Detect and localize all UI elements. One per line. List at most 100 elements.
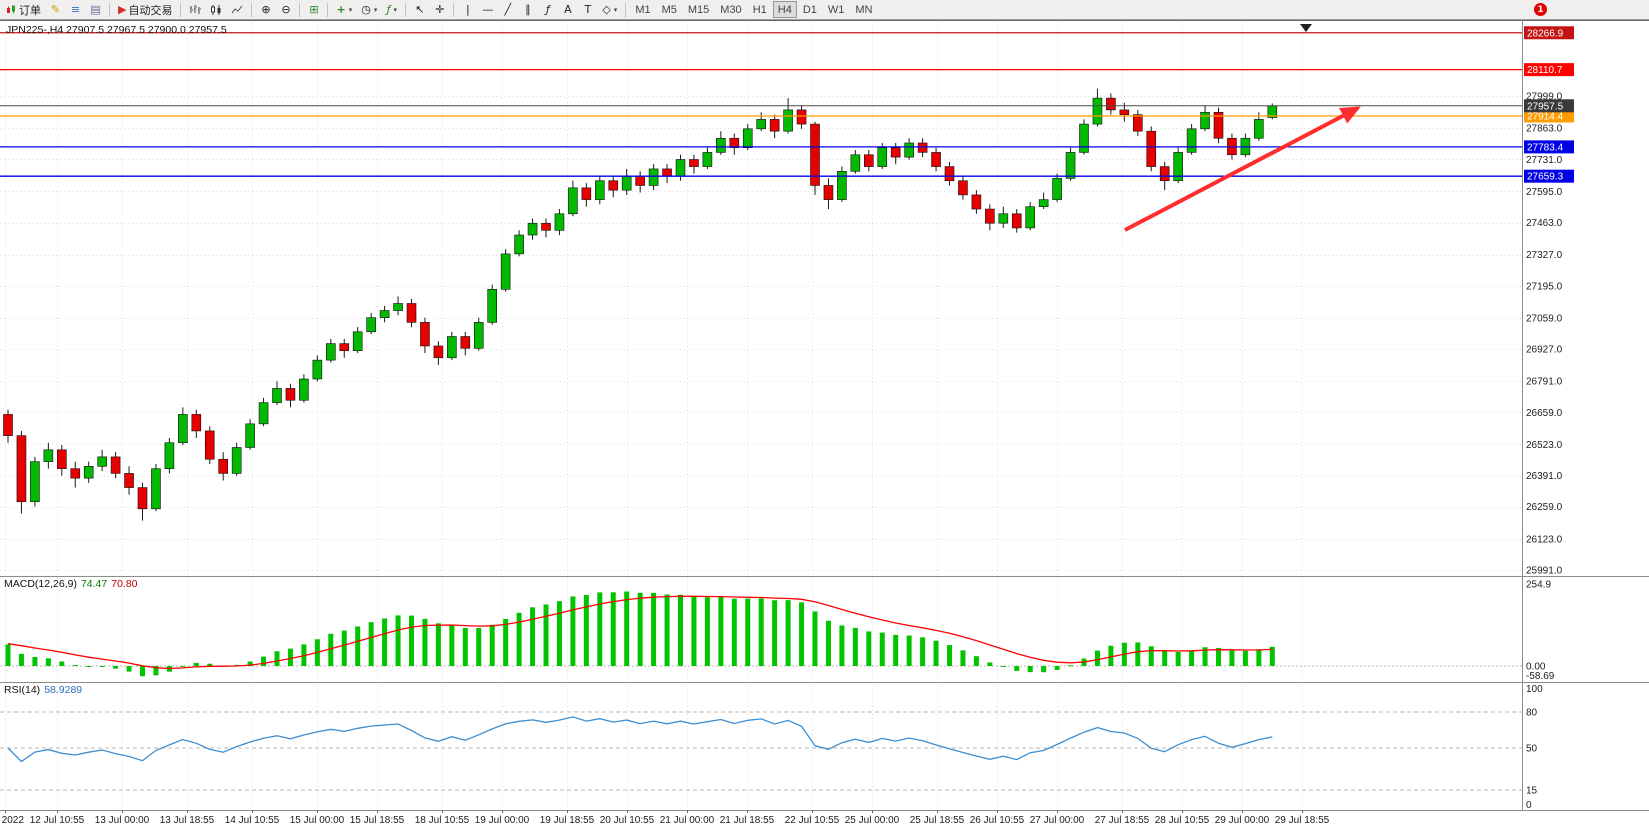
price-scale[interactable]: 27999.0 27863.0 27731.0 27595.0 27463.0 27327…: [1524, 26, 1574, 576]
period-button[interactable]: ◷ ▾: [357, 1, 381, 18]
horizontal-line-button[interactable]: —: [478, 1, 497, 18]
rsi-line: [7, 716, 1273, 763]
new-chart-icon: +: [336, 3, 346, 16]
new-order-icon: [7, 5, 15, 14]
market-watch-button[interactable]: ≡: [66, 1, 85, 18]
panel-borders: [0, 20, 1649, 811]
chart-canvas[interactable]: 27999.0 27863.0 27731.0 27595.0 27463.0 27327…: [0, 20, 1649, 835]
svg-text:27 Jul 18:55: 27 Jul 18:55: [1095, 815, 1150, 826]
bar-chart-button[interactable]: [185, 1, 205, 18]
svg-text:15 Jul 18:55: 15 Jul 18:55: [350, 815, 405, 826]
period-icon: ◷: [361, 3, 371, 16]
toolbar-separator: [299, 2, 301, 17]
dropdown-arrow-icon: ▾: [373, 5, 378, 14]
macd-scale: 254.9 0.00-58.69: [1526, 579, 1555, 682]
toolbar-separator: [327, 2, 329, 17]
svg-text:26391.0: 26391.0: [1526, 471, 1563, 482]
notification-badge[interactable]: 1: [1534, 3, 1547, 16]
indicators-button[interactable]: ƒ ▾: [382, 1, 401, 18]
fibonacci-button[interactable]: ƒ: [538, 1, 557, 18]
crosshair-button[interactable]: ✛: [430, 1, 449, 18]
svg-text:27783.4: 27783.4: [1527, 142, 1564, 153]
rsi-scale: 100 80 50 15 0: [1526, 684, 1543, 811]
timeframe-d1-button[interactable]: D1: [798, 1, 822, 18]
svg-text:26927.0: 26927.0: [1526, 345, 1563, 356]
timeframe-mn-button[interactable]: MN: [850, 1, 877, 18]
candlestick-chart-button[interactable]: [206, 1, 226, 18]
svg-text:100: 100: [1526, 684, 1543, 695]
svg-text:254.9: 254.9: [1526, 579, 1551, 590]
tile-windows-icon: ⊞: [309, 3, 319, 16]
svg-text:14 Jul 10:55: 14 Jul 10:55: [225, 815, 280, 826]
svg-text:25 Jul 00:00: 25 Jul 00:00: [845, 815, 900, 826]
zoom-out-button[interactable]: ⊖: [276, 1, 295, 18]
svg-text:12 Jul 10:55: 12 Jul 10:55: [30, 815, 85, 826]
terminal-button[interactable]: ▤: [86, 1, 105, 18]
horizontal-line-objects[interactable]: [0, 32, 1522, 177]
svg-text:29 Jul 00:00: 29 Jul 00:00: [1215, 815, 1270, 826]
autotrading-button[interactable]: ▶ 自动交易: [114, 1, 176, 18]
shapes-button[interactable]: ◇ ▾: [598, 1, 621, 18]
label-button[interactable]: T: [578, 1, 597, 18]
text-button[interactable]: A: [558, 1, 577, 18]
svg-text:18 Jul 10:55: 18 Jul 10:55: [415, 815, 470, 826]
timeframe-m5-button[interactable]: M5: [657, 1, 682, 18]
zoom-in-icon: ⊕: [261, 3, 271, 16]
zoom-in-button[interactable]: ⊕: [256, 1, 275, 18]
main-toolbar: 订单 ✎ ≡ ▤ ▶ 自动交易 ⊕ ⊖ ⊞ + ▾ ◷ ▾ ƒ ▾ ↖ ✛ |: [0, 0, 1649, 20]
svg-text:26 Jul 10:55: 26 Jul 10:55: [970, 815, 1025, 826]
rsi-label: RSI(14) 58.9289: [4, 684, 82, 696]
indicators-icon: ƒ: [386, 3, 391, 16]
cursor-icon: ↖: [415, 3, 425, 16]
svg-text:26123.0: 26123.0: [1526, 534, 1563, 545]
svg-text:-58.69: -58.69: [1526, 671, 1555, 682]
toolbar-separator: [625, 2, 627, 17]
svg-text:20 Jul 10:55: 20 Jul 10:55: [600, 815, 655, 826]
new-order-button[interactable]: 订单: [2, 1, 45, 18]
svg-text:26259.0: 26259.0: [1526, 502, 1563, 513]
dropdown-arrow-icon: ▾: [348, 5, 353, 14]
line-chart-icon: [232, 5, 243, 13]
timeframe-m30-button[interactable]: M30: [715, 1, 746, 18]
text-icon: A: [564, 3, 572, 16]
metaeditor-icon: ✎: [50, 3, 61, 16]
bar-chart-icon: [190, 4, 202, 14]
macd-signal-value: 70.80: [111, 578, 138, 590]
horizontal-line-icon: —: [482, 3, 494, 16]
timeframe-m1-button[interactable]: M1: [630, 1, 655, 18]
vertical-line-button[interactable]: |: [458, 1, 477, 18]
equidistant-channel-button[interactable]: ∥: [518, 1, 537, 18]
svg-text:27659.3: 27659.3: [1527, 172, 1564, 183]
grid-vertical: [5, 22, 1303, 810]
svg-text:22 Jul 10:55: 22 Jul 10:55: [785, 815, 840, 826]
svg-text:28266.9: 28266.9: [1527, 28, 1564, 39]
timeframe-w1-button[interactable]: W1: [823, 1, 850, 18]
svg-text:29 Jul 18:55: 29 Jul 18:55: [1275, 815, 1330, 826]
fibonacci-icon: ƒ: [545, 3, 550, 16]
grid-horizontal: [0, 96, 1522, 571]
new-chart-button[interactable]: + ▾: [332, 1, 356, 18]
svg-text:13 Jul 18:55: 13 Jul 18:55: [160, 815, 215, 826]
svg-text:28110.7: 28110.7: [1527, 65, 1563, 76]
dropdown-arrow-icon: ▾: [613, 5, 618, 14]
chart-shift-marker[interactable]: [1300, 24, 1312, 32]
svg-text:21 Jul 00:00: 21 Jul 00:00: [660, 815, 715, 826]
line-chart-button[interactable]: [227, 1, 247, 18]
time-axis[interactable]: Jul 2022 12 Jul 10:55 13 Jul 00:00 13 Jul 1…: [0, 810, 1330, 826]
svg-text:27327.0: 27327.0: [1526, 250, 1563, 261]
autotrading-icon: ▶: [118, 3, 127, 16]
svg-text:19 Jul 18:55: 19 Jul 18:55: [540, 815, 595, 826]
svg-text:80: 80: [1526, 708, 1538, 719]
cursor-button[interactable]: ↖: [410, 1, 429, 18]
tile-windows-button[interactable]: ⊞: [304, 1, 323, 18]
trendline-button[interactable]: ╱: [498, 1, 517, 18]
timeframe-h1-button[interactable]: H1: [748, 1, 772, 18]
rsi-value: 58.9289: [44, 684, 83, 696]
vertical-line-icon: |: [465, 3, 470, 16]
timeframe-h4-button[interactable]: H4: [772, 1, 797, 18]
toolbar-separator: [405, 2, 407, 17]
trend-arrow[interactable]: [1124, 106, 1361, 232]
metaeditor-button[interactable]: ✎: [46, 1, 65, 18]
timeframe-m15-button[interactable]: M15: [683, 1, 714, 18]
